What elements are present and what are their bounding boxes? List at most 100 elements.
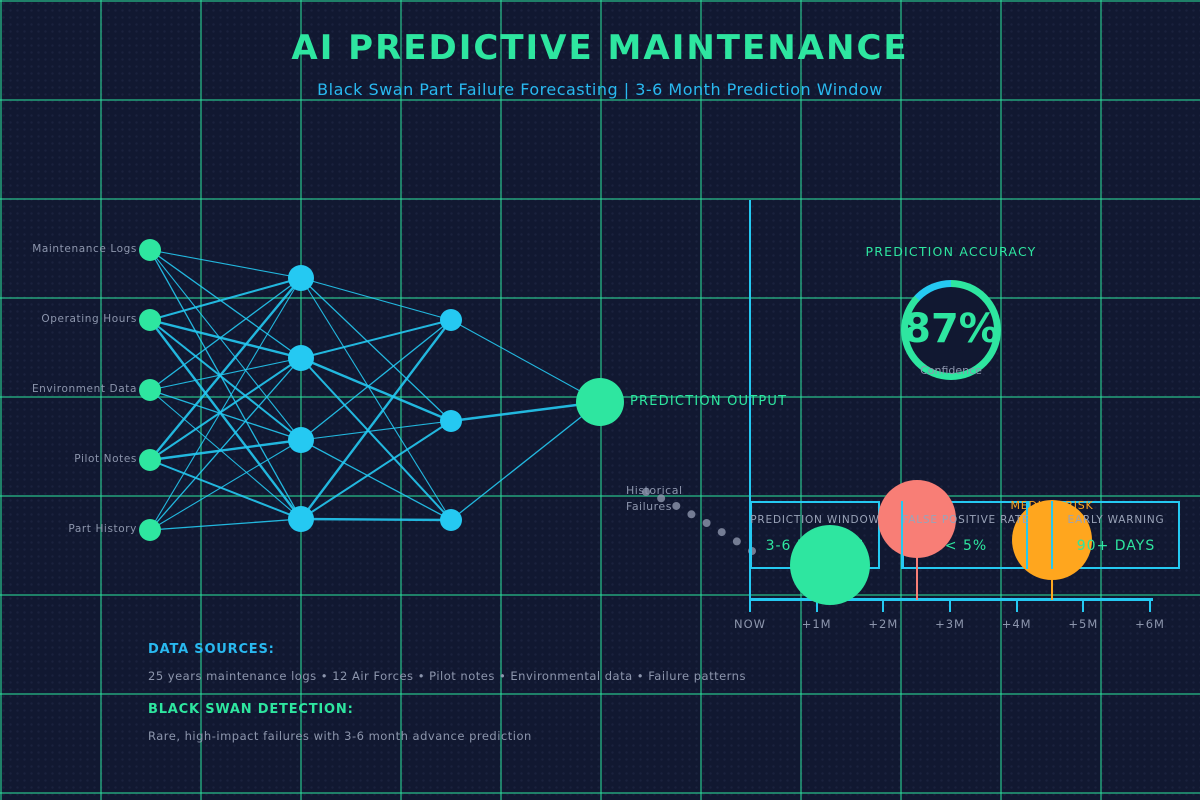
input-node-label: Environment Data [31,383,137,395]
network-edge [149,357,302,461]
hidden-node [288,506,314,532]
network-edge [300,357,452,521]
network-edge [450,400,601,423]
network-edge [149,277,302,391]
network-edge [300,277,452,422]
network-edge [149,438,302,462]
gauge-title: PREDICTION ACCURACY [865,244,1037,259]
input-node [139,449,161,471]
network-edge [149,319,302,441]
historical-failure-dot [672,501,681,510]
network-edge [149,318,302,360]
network-edge [149,249,302,520]
input-node [139,519,161,541]
box-border-overlay [1051,501,1053,569]
timeline-tick [749,600,751,612]
network-edge [300,356,452,423]
network-edge [149,249,302,279]
network-edge [149,249,302,359]
historical-failure-dot [717,528,726,537]
timeline-tick [882,600,885,612]
accuracy-caption: Confidence [920,364,982,377]
timeline-tick [1149,600,1151,612]
historical-failure-dot [657,494,666,503]
timeline-axis [750,598,1153,601]
network-edge [300,517,452,522]
prediction-window-box-label: PREDICTION WINDOW [750,514,880,526]
network-edge [450,401,601,521]
historical-failure-dot [687,510,696,519]
timeline-tick [1015,600,1018,612]
network-edge [149,459,302,520]
network-edge [300,439,452,521]
black-swan-heading: BLACK SWAN DETECTION: [148,702,354,717]
prediction-output-label: PREDICTION OUTPUT [630,394,788,409]
timeline-vertical-line [749,200,751,600]
network-edge [300,277,452,521]
input-node-label: Part History [68,523,137,535]
network-edge [149,357,302,391]
network-edge [149,439,302,531]
network-edge [300,277,452,321]
timeline-tick-label: +2M [868,617,899,631]
page-subtitle: Black Swan Part Failure Forecasting | 3-… [317,80,883,99]
historical-failure-dot [702,518,711,527]
historical-failures-label-line2: Failures [626,500,672,513]
high-risk-stem [916,557,918,600]
input-node-label: Pilot Notes [74,453,137,465]
network-edge [149,389,302,441]
historical-failures-label-line1: Historical [626,484,683,497]
network-edge [149,389,302,520]
hidden-node [288,265,314,291]
network-edge [149,277,302,461]
false-positive-rate-value: < 5% [944,538,988,554]
historical-failure-dot [642,488,650,496]
input-node [139,379,161,401]
accuracy-gauge-inner [908,287,994,373]
timeline-tick [949,600,951,612]
input-node [139,239,161,261]
network-edge [149,357,302,531]
network-edge [149,319,302,520]
network-edge [149,277,302,531]
hidden-node [440,410,462,432]
hidden-node [440,509,462,531]
medium-risk-stem [1051,580,1053,600]
network-edge [300,420,452,520]
input-node-label: Operating Hours [41,313,137,325]
early-warning-box-label: EARLY WARNING [1067,514,1165,526]
network-edge [450,319,601,403]
timeline-tick-label: +3M [935,617,965,631]
input-node-label: Maintenance Logs [32,243,137,255]
input-node [139,309,161,331]
historical-failure-dot [732,537,741,546]
timeline-tick-label: +5M [1068,617,1099,631]
timeline-tick-label: +6M [1135,617,1165,631]
data-sources-text: 25 years maintenance logs • 12 Air Force… [148,669,746,683]
network-edge [300,420,452,441]
output-node [576,378,624,426]
network-edge [149,518,302,531]
timeline-tick-label: +1M [801,617,832,631]
box-border-overlay [1026,501,1028,569]
hidden-node [288,345,314,371]
timeline-tick-label: NOW [733,617,767,631]
data-sources-heading: DATA SOURCES: [148,642,275,657]
network-edge [300,319,452,520]
network-edge [149,277,302,321]
black-swan-text: Rare, high-impact failures with 3-6 mont… [148,729,532,743]
accuracy-value: 87% [903,306,999,352]
network-edge [149,249,302,441]
hidden-node [288,427,314,453]
high-risk-marker [878,480,956,558]
network-edge [300,319,452,441]
network-edge [300,319,452,359]
timeline-tick [1082,600,1085,612]
timeline-tick-label: +4M [1001,617,1032,631]
page-title: AI PREDICTIVE MAINTENANCE [291,28,909,68]
false-positive-rate-box-label: FALSE POSITIVE RATE [902,514,1030,526]
hidden-node [440,309,462,331]
prediction-window-marker [790,525,870,605]
